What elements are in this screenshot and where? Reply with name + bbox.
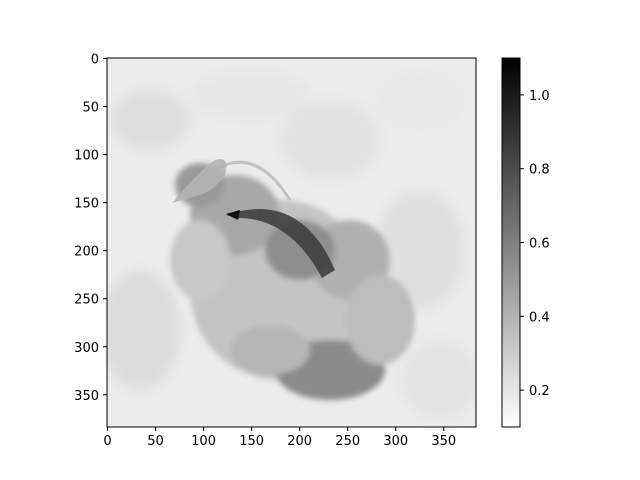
colorbar-tick-label: 0.2 bbox=[529, 384, 550, 399]
colorbar-tick-label: 0.6 bbox=[529, 237, 550, 252]
y-tick-label: 0 bbox=[91, 52, 99, 67]
heatmap-texture bbox=[107, 70, 476, 420]
x-tick-label: 200 bbox=[287, 434, 312, 449]
x-tick-label: 100 bbox=[191, 434, 216, 449]
heatmap-image bbox=[107, 58, 476, 427]
y-tick-label: 300 bbox=[74, 341, 99, 356]
heatmap-arc-lines bbox=[214, 160, 292, 201]
y-tick-label: 150 bbox=[74, 197, 99, 212]
y-tick-label: 200 bbox=[74, 245, 99, 260]
x-tick-label: 350 bbox=[431, 434, 456, 449]
heatmap-arch-tip bbox=[226, 210, 240, 220]
heatmap-head-outline bbox=[172, 159, 227, 203]
x-tick-label: 50 bbox=[147, 434, 164, 449]
x-tick-label: 150 bbox=[239, 434, 264, 449]
y-axis: 0 50 100 150 200 250 300 350 bbox=[74, 52, 107, 404]
colorbar bbox=[501, 57, 521, 428]
x-tick-label: 0 bbox=[103, 434, 111, 449]
x-axis: 0 50 100 150 200 250 300 350 bbox=[103, 427, 456, 449]
colorbar-tick-label: 1.0 bbox=[529, 89, 550, 104]
y-tick-label: 350 bbox=[74, 389, 99, 404]
x-tick-label: 250 bbox=[335, 434, 360, 449]
colorbar-axis: 0.2 0.4 0.6 0.8 1.0 bbox=[520, 89, 550, 399]
y-tick-label: 100 bbox=[74, 149, 99, 164]
x-tick-label: 300 bbox=[383, 434, 408, 449]
y-tick-label: 250 bbox=[74, 293, 99, 308]
plot-frame bbox=[106, 57, 477, 428]
y-tick-label: 50 bbox=[82, 101, 99, 116]
colorbar-tick-label: 0.4 bbox=[529, 310, 550, 325]
colorbar-tick-label: 0.8 bbox=[529, 163, 550, 178]
